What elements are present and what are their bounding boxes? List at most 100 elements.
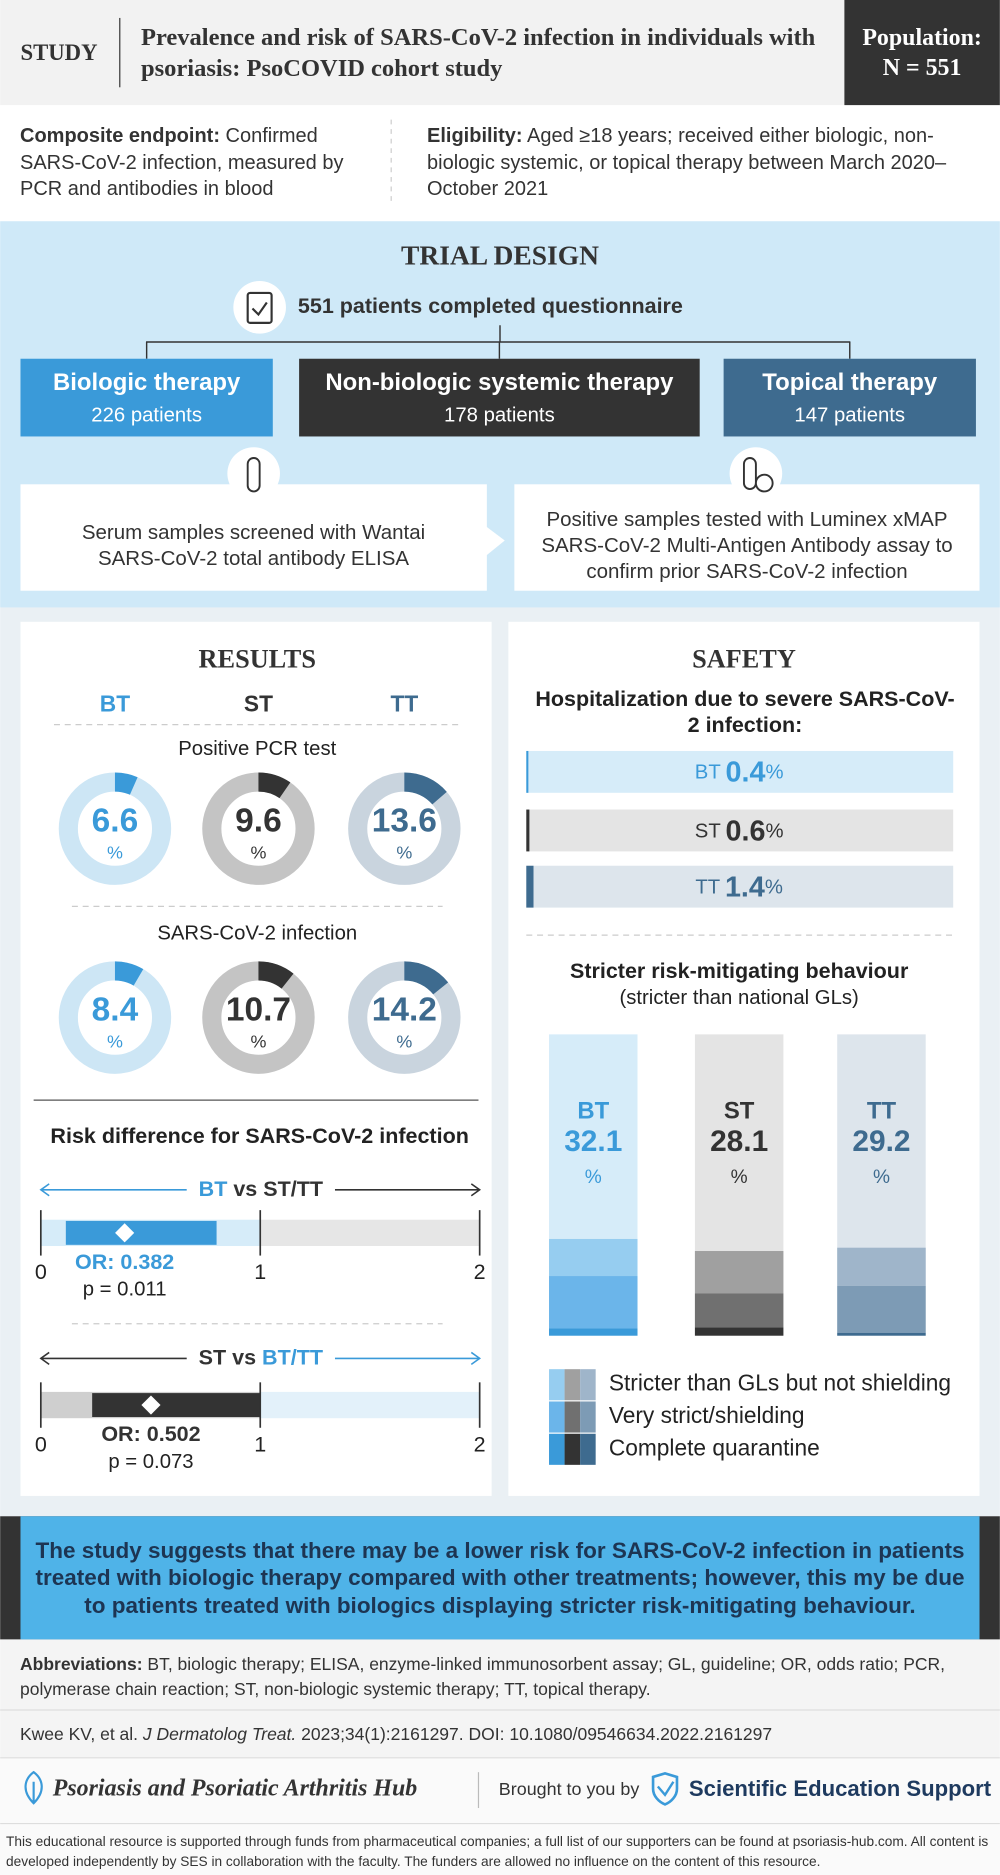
- arm-box: [723, 358, 976, 437]
- sponsor-name: Scientific Education Support: [689, 1776, 992, 1801]
- legend-label: Complete quarantine: [609, 1434, 820, 1460]
- or-prefix: OR:: [75, 1249, 114, 1273]
- arrow-head: [39, 1183, 50, 1197]
- notes-bg: [0, 1639, 1000, 1758]
- tick-label: 2: [474, 1432, 486, 1456]
- step: Serum samples screened with Wantai SARS-…: [20, 500, 487, 591]
- column-unit: %: [873, 1167, 890, 1188]
- unit: %: [765, 877, 783, 899]
- step-box: [20, 484, 487, 591]
- icon: [742, 457, 757, 491]
- sponsor-logo: [656, 1781, 675, 1797]
- population-label: Population:: [862, 25, 982, 51]
- comparison-label: BT vs ST/TT: [199, 1176, 323, 1200]
- unit: %: [765, 762, 783, 784]
- tick-label: 0: [35, 1260, 47, 1284]
- legend-swatch: [580, 1401, 596, 1433]
- arm-box: [299, 358, 700, 437]
- donut-value: 14.2: [372, 991, 437, 1028]
- legend-swatch: [549, 1401, 565, 1433]
- safety-title: SAFETY: [692, 644, 796, 673]
- or-value: 0.382: [120, 1249, 174, 1273]
- citation: Kwee KV, et al. J Dermatolog Treat. 2023…: [20, 1723, 985, 1745]
- arm-patients: 147 patients: [794, 405, 905, 427]
- conclusion-bg: [20, 1516, 980, 1640]
- citation-authors: Kwee KV, et al.: [20, 1724, 139, 1744]
- panel-title: Positive PCR test: [178, 738, 336, 760]
- study-title: Prevalence and risk of SARS-CoV-2 infect…: [141, 24, 816, 82]
- root-node: 551 patients completed questionnaire: [298, 294, 683, 318]
- arrow: [485, 526, 505, 557]
- segment: [694, 1327, 784, 1336]
- or-prefix: OR:: [101, 1422, 140, 1446]
- column-unit: %: [585, 1167, 602, 1188]
- behaviour-subtitle: (stricter than national GLs): [619, 987, 858, 1009]
- step-text: Positive samples tested with Luminex xMA…: [541, 507, 953, 583]
- conclusion: The study suggests that there may be a l…: [20, 1516, 980, 1640]
- value: 0.6: [726, 815, 766, 847]
- donut-unit: %: [250, 1031, 266, 1051]
- segment: [837, 1332, 926, 1336]
- icon: [251, 301, 268, 317]
- info-bg: [0, 105, 1000, 222]
- comparison-left: ST: [199, 1345, 227, 1369]
- bar: [526, 865, 534, 908]
- group: ST: [695, 821, 721, 843]
- bar-bg: [526, 809, 954, 852]
- conclusion-text: The study suggests that there may be a l…: [35, 1537, 965, 1618]
- icon: [233, 281, 286, 334]
- brought-by: Brought to you by: [499, 1779, 640, 1799]
- hub-logo: [24, 1770, 43, 1805]
- arrow-head: [470, 1351, 482, 1366]
- population-bg: [844, 0, 1000, 106]
- hospitalization-title: Hospitalization due to severe SARS-CoV-2…: [535, 687, 955, 737]
- donut-arc: [348, 772, 461, 885]
- column-group: BT: [577, 1097, 609, 1124]
- column-group: ST: [724, 1097, 755, 1124]
- arm-name: Biologic therapy: [53, 369, 241, 396]
- donut-unit: %: [250, 843, 266, 863]
- column-group: TT: [867, 1097, 897, 1124]
- arm-name: Non-biologic systemic therapy: [325, 369, 674, 396]
- endpoint-label: Composite endpoint:: [20, 125, 220, 147]
- legend-swatch: [549, 1369, 565, 1401]
- icon: [227, 447, 280, 500]
- legend-swatch: [564, 1369, 581, 1401]
- segment: [549, 1328, 638, 1336]
- group: BT: [695, 762, 721, 784]
- step: Positive samples tested with Luminex xMA…: [514, 500, 980, 591]
- comparison-right: ST/TT: [263, 1176, 323, 1200]
- legend-swatch: [564, 1401, 581, 1433]
- design-title: TRIAL DESIGN: [401, 240, 599, 271]
- arrow-head: [39, 1351, 50, 1366]
- arrow-head: [470, 1183, 482, 1197]
- sponsor-logo: [651, 1771, 679, 1806]
- icon: [246, 457, 261, 493]
- risk-title: Risk difference for SARS-CoV-2 infection: [50, 1124, 468, 1148]
- eligibility: Eligibility: Aged ≥18 years; received ei…: [427, 123, 972, 203]
- p-value: p = 0.011: [83, 1279, 167, 1301]
- donut-arc: [58, 961, 172, 1074]
- tick-label: 2: [474, 1260, 486, 1284]
- donut-unit: %: [396, 1031, 412, 1051]
- tick-label: 1: [254, 1432, 266, 1456]
- donut-arc: [202, 772, 315, 885]
- column-total: 32.1: [564, 1125, 622, 1158]
- legend-swatch: [564, 1433, 581, 1465]
- bar: [526, 809, 530, 852]
- hub-name: Psoriasis and Psoriatic Arthritis Hub: [52, 1776, 417, 1802]
- step-box: [514, 484, 980, 591]
- segment: [549, 1238, 638, 1277]
- unit: %: [765, 821, 783, 843]
- tick-label: 0: [35, 1432, 47, 1456]
- endpoint: Composite endpoint: Confirmed SARS-CoV-2…: [20, 123, 380, 203]
- donut-value: 8.4: [92, 991, 139, 1028]
- legend-swatch: [549, 1433, 565, 1465]
- donut-arc: [202, 961, 315, 1074]
- eligibility-label: Eligibility:: [427, 125, 523, 147]
- p-value: p = 0.073: [108, 1451, 193, 1473]
- donut-value: 13.6: [372, 803, 437, 840]
- donut-arc: [348, 961, 461, 1074]
